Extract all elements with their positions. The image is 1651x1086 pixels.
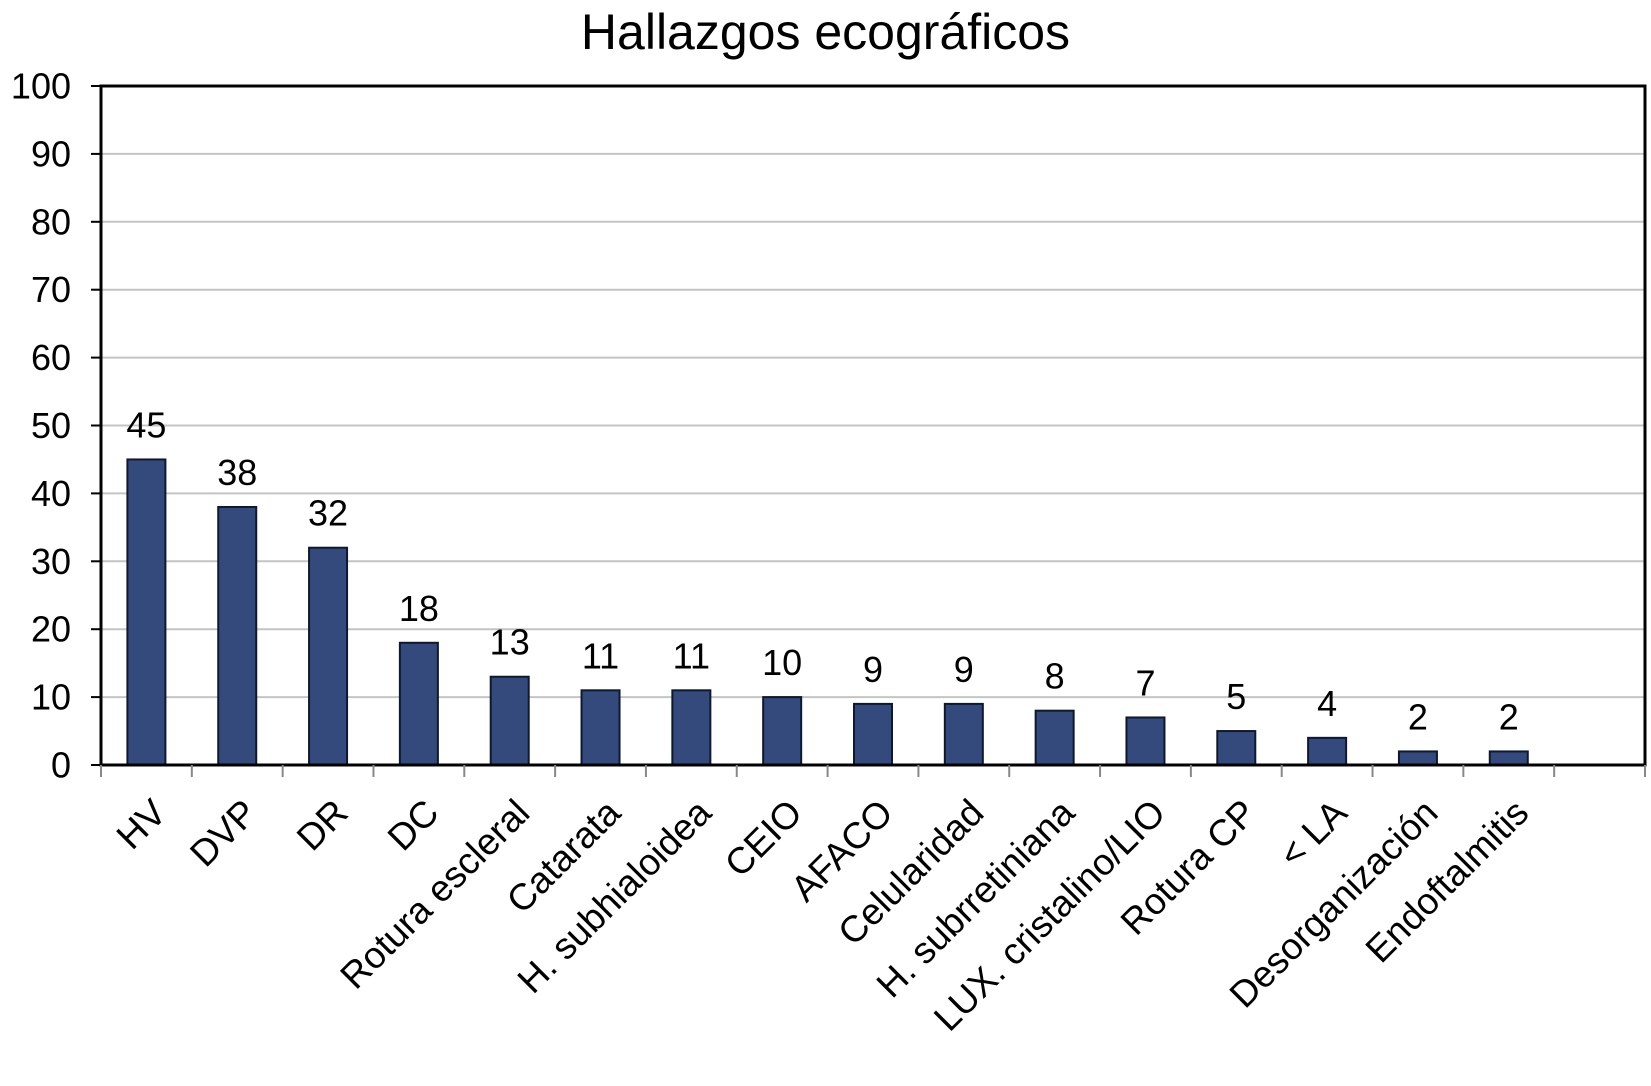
- bar: [943, 702, 984, 767]
- y-tick-label: 70: [31, 269, 71, 310]
- y-tick-label: 10: [31, 677, 71, 718]
- y-tick-label: 20: [31, 609, 71, 650]
- data-label: 5: [1226, 676, 1246, 717]
- bar: [853, 702, 893, 767]
- bar: [762, 696, 803, 766]
- chart-title: Hallazgos ecográficos: [580, 4, 1071, 60]
- bar: [398, 641, 439, 767]
- data-label: 11: [582, 635, 619, 676]
- bars: [126, 458, 1529, 767]
- bar: [126, 458, 167, 766]
- bar: [1125, 716, 1166, 766]
- x-category-label: DVP: [182, 792, 265, 875]
- y-tick-label: 90: [31, 133, 71, 174]
- bar: [1488, 750, 1529, 766]
- bar: [671, 689, 712, 766]
- bar: [1034, 709, 1075, 766]
- data-label: 32: [308, 493, 348, 534]
- data-label: 45: [126, 404, 166, 445]
- y-tick-label: 100: [11, 66, 71, 107]
- data-label: 2: [1499, 696, 1519, 737]
- data-label: 38: [217, 452, 257, 493]
- bar: [308, 546, 349, 766]
- bar: [217, 505, 258, 766]
- data-label: 13: [490, 622, 530, 663]
- x-category-label: HV: [109, 791, 175, 857]
- bar: [1307, 736, 1348, 767]
- data-label: 9: [863, 649, 883, 690]
- y-tick-label: 30: [31, 541, 71, 582]
- data-label: 18: [399, 588, 439, 629]
- bar: [580, 689, 621, 766]
- y-tick-label: 50: [31, 405, 71, 446]
- data-label: 8: [1045, 656, 1065, 697]
- y-tick-label: 60: [31, 337, 71, 378]
- y-tick-label: 40: [31, 473, 71, 514]
- bar: [1216, 730, 1257, 766]
- data-label: 2: [1408, 696, 1428, 737]
- x-category-label: DC: [380, 792, 447, 859]
- data-label: 7: [1135, 662, 1155, 703]
- x-category-label: < LA: [1271, 791, 1355, 875]
- data-labels: 45 38 32 18 13 11 11 10 9 9 8 7 5 4 2 2: [126, 404, 1518, 737]
- data-label: 10: [762, 642, 802, 683]
- gridlines: [101, 152, 1645, 699]
- bar: [1397, 750, 1438, 766]
- data-label: 4: [1317, 683, 1337, 724]
- bar: [489, 675, 530, 766]
- y-tick-label: 0: [51, 745, 71, 786]
- data-label: 11: [673, 635, 710, 676]
- data-label: 9: [954, 649, 974, 690]
- x-category-label: DR: [289, 792, 356, 859]
- y-tick-label: 80: [31, 201, 71, 242]
